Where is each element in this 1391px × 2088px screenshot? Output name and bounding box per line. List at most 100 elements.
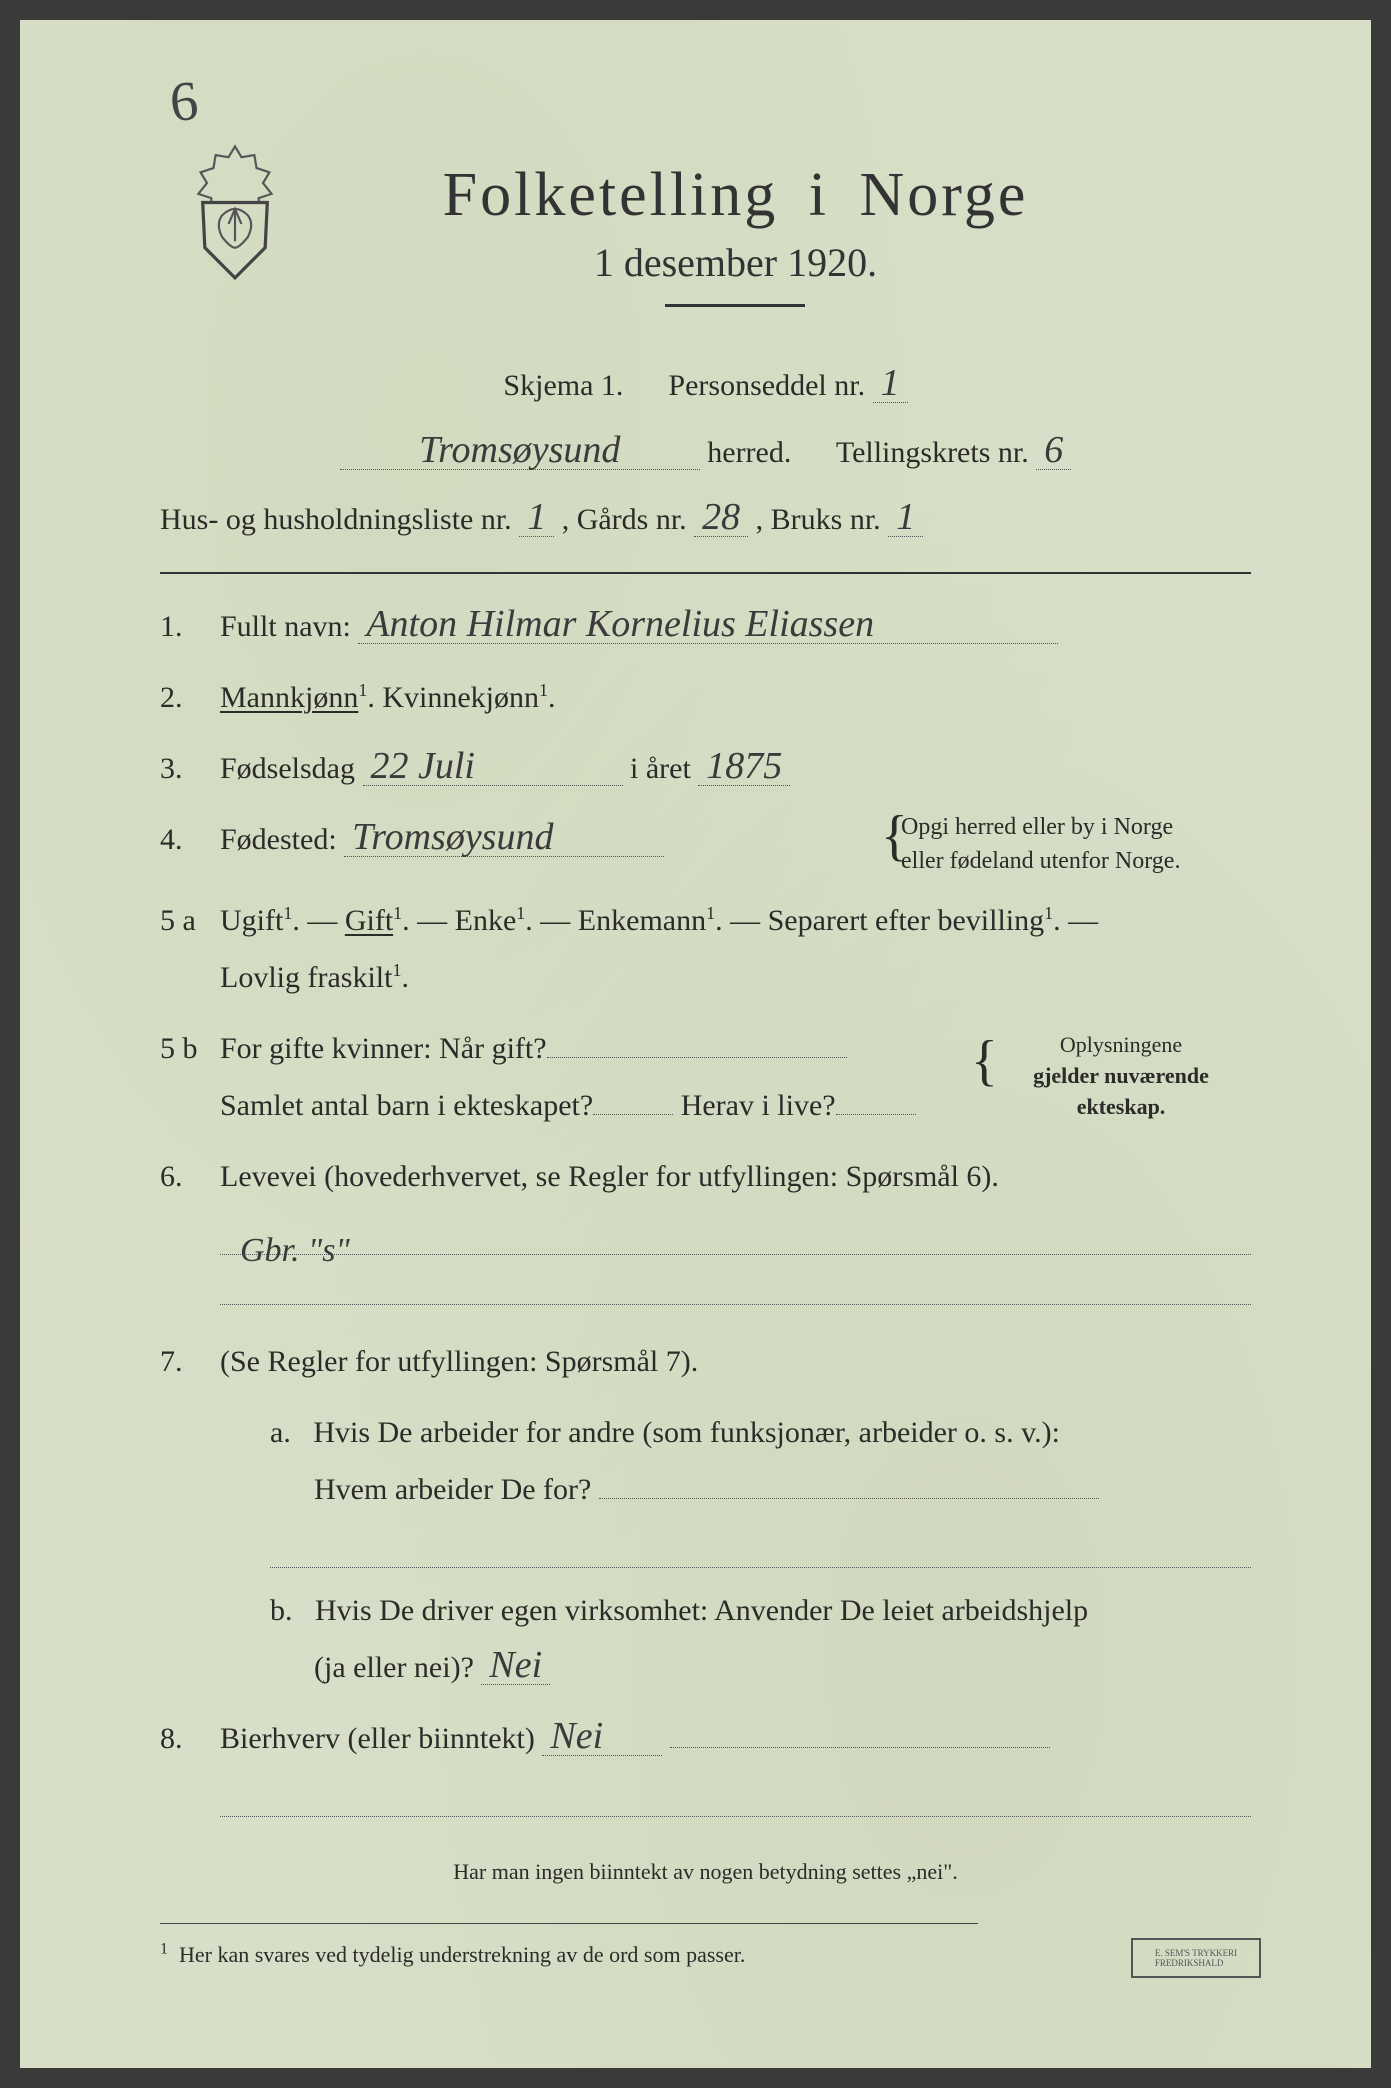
q2-sup1: 1 bbox=[358, 680, 367, 700]
q4-row: 4. { Opgi herred eller by i Norge eller … bbox=[160, 811, 1251, 878]
herred-label: herred. bbox=[707, 436, 791, 469]
q3-row: 3. Fødselsdag 22 Juli i året 1875 bbox=[160, 740, 1251, 797]
q4-note: { Opgi herred eller by i Norge eller fød… bbox=[901, 811, 1251, 878]
q7b-line2: (ja eller nei)? bbox=[270, 1651, 474, 1684]
printer-stamp: E. SEM'S TRYKKERIFREDRIKSHALD bbox=[1131, 1938, 1261, 1978]
q3-label: Fødselsdag bbox=[220, 752, 355, 785]
q7b-line1: Hvis De driver egen virksomhet: Anvender… bbox=[315, 1594, 1088, 1627]
footnote: 1 Her kan svares ved tydelig understrekn… bbox=[160, 1923, 978, 1976]
census-form-page: 6 Folketelling i Norge 1 desember 1920. … bbox=[20, 20, 1371, 2068]
q1-num: 1. bbox=[160, 598, 220, 655]
main-title: Folketelling i Norge bbox=[443, 160, 1029, 231]
q7-label: (Se Regler for utfyllingen: Spørsmål 7). bbox=[220, 1345, 698, 1378]
header: Folketelling i Norge 1 desember 1920. bbox=[160, 160, 1251, 337]
q5b-blank-a bbox=[547, 1057, 847, 1058]
q2-num: 2. bbox=[160, 669, 220, 726]
q6-label: Levevei (hovederhvervet, se Regler for u… bbox=[220, 1160, 999, 1193]
gards-label: , Gårds nr. bbox=[562, 503, 687, 536]
q5a-separert: Separert efter bevilling bbox=[768, 904, 1045, 937]
q5b-label-b: Samlet antal barn i ekteskapet? bbox=[220, 1089, 593, 1122]
q2-row: 2. Mannkjønn1. Kvinnekjønn1. bbox=[160, 669, 1251, 726]
personseddel-value: 1 bbox=[873, 364, 908, 403]
footnote-sup: 1 bbox=[160, 1941, 168, 1958]
q5b-num: 5 b bbox=[160, 1020, 220, 1077]
q5a-enkemann: Enkemann bbox=[578, 904, 706, 937]
q3-year-value: 1875 bbox=[698, 747, 790, 786]
q7-row: 7. (Se Regler for utfyllingen: Spørsmål … bbox=[160, 1333, 1251, 1696]
brace-icon: { bbox=[881, 811, 908, 861]
q8-blank bbox=[670, 1747, 1050, 1748]
q8-num: 8. bbox=[160, 1710, 220, 1767]
q3-day-value: 22 Juli bbox=[363, 747, 623, 786]
divider-top bbox=[160, 572, 1251, 574]
skjema-line: Skjema 1. Personseddel nr. 1 bbox=[160, 357, 1251, 414]
q2-sup2: 1 bbox=[539, 680, 548, 700]
q7a-line2: Hvem arbeider De for? bbox=[270, 1473, 591, 1506]
tellingskrets-value: 6 bbox=[1036, 431, 1071, 470]
q7a-blank bbox=[599, 1498, 1099, 1499]
hus-line: Hus- og husholdningsliste nr. 1 , Gårds … bbox=[160, 491, 1251, 548]
q7b-num: b. bbox=[270, 1594, 293, 1627]
q5b-blank-b bbox=[593, 1114, 673, 1115]
q5a-fraskilt: Lovlig fraskilt bbox=[220, 961, 392, 994]
q4-label: Fødested: bbox=[220, 823, 337, 856]
q3-num: 3. bbox=[160, 740, 220, 797]
q5a-num: 5 a bbox=[160, 892, 220, 949]
q2-female: Kvinnekjønn bbox=[382, 681, 539, 714]
q6-value: Gbr. "s" bbox=[220, 1232, 350, 1269]
q3-year-label: i året bbox=[630, 752, 691, 785]
sup: 1 bbox=[516, 903, 525, 923]
q5a-ugift: Ugift bbox=[220, 904, 283, 937]
brace-icon: { bbox=[971, 1036, 998, 1086]
q4-value: Tromsøysund bbox=[344, 818, 664, 857]
coat-of-arms-icon bbox=[180, 140, 290, 280]
hus-label: Hus- og husholdningsliste nr. bbox=[160, 503, 512, 536]
q7a-blank-2 bbox=[270, 1532, 1251, 1568]
q5a-enke: Enke bbox=[455, 904, 517, 937]
q5b-note-1: Oplysningene bbox=[1060, 1032, 1182, 1057]
q6-answer-line: Gbr. "s" bbox=[220, 1219, 1251, 1255]
title-rule bbox=[665, 304, 805, 307]
q6-row: 6. Levevei (hovederhvervet, se Regler fo… bbox=[160, 1148, 1251, 1319]
q4-num: 4. bbox=[160, 811, 220, 868]
q5a-gift: Gift bbox=[345, 904, 393, 937]
q6-blank-line bbox=[220, 1269, 1251, 1305]
skjema-label: Skjema 1. bbox=[503, 369, 623, 402]
sup: 1 bbox=[392, 960, 401, 980]
q5b-label-a: For gifte kvinner: Når gift? bbox=[220, 1032, 547, 1065]
q7a-line1: Hvis De arbeider for andre (som funksjon… bbox=[313, 1416, 1060, 1449]
sup: 1 bbox=[1044, 903, 1053, 923]
q5b-note: { Oplysningene gjelder nuværende ekteska… bbox=[991, 1030, 1251, 1122]
sup: 1 bbox=[283, 903, 292, 923]
q7a-num: a. bbox=[270, 1416, 291, 1449]
q5a-row: 5 a Ugift1. — Gift1. — Enke1. — Enkemann… bbox=[160, 892, 1251, 1006]
q8-row: 8. Bierhverv (eller biinntekt) Nei bbox=[160, 1710, 1251, 1831]
q5b-label-c: Herav i live? bbox=[681, 1089, 836, 1122]
q8-value: Nei bbox=[542, 1717, 662, 1756]
herred-line: Tromsøysund herred. Tellingskrets nr. 6 bbox=[160, 424, 1251, 481]
tellingskrets-label: Tellingskrets nr. bbox=[836, 436, 1029, 469]
personseddel-label: Personseddel nr. bbox=[668, 369, 865, 402]
subtitle-date: 1 desember 1920. bbox=[443, 239, 1029, 286]
q7-num: 7. bbox=[160, 1333, 220, 1390]
q8-blank-2 bbox=[220, 1781, 1251, 1817]
sup: 1 bbox=[393, 903, 402, 923]
footnote-text: Her kan svares ved tydelig understreknin… bbox=[179, 1942, 745, 1967]
q4-note-line1: Opgi herred eller by i Norge bbox=[901, 814, 1173, 840]
corner-page-number: 6 bbox=[167, 69, 200, 135]
q6-num: 6. bbox=[160, 1148, 220, 1205]
q1-value: Anton Hilmar Kornelius Eliassen bbox=[358, 605, 1058, 644]
form-body: Skjema 1. Personseddel nr. 1 Tromsøysund… bbox=[160, 357, 1251, 1976]
q7b-value: Nei bbox=[481, 1646, 550, 1685]
gards-value: 28 bbox=[694, 498, 748, 537]
q5b-row: 5 b { Oplysningene gjelder nuværende ekt… bbox=[160, 1020, 1251, 1134]
herred-value: Tromsøysund bbox=[340, 431, 700, 470]
q2-male: Mannkjønn bbox=[220, 681, 358, 714]
q5b-blank-c bbox=[836, 1114, 916, 1115]
q1-label: Fullt navn: bbox=[220, 610, 351, 643]
nei-caption: Har man ingen biinntekt av nogen betydni… bbox=[160, 1851, 1251, 1893]
q4-note-line2: eller fødeland utenfor Norge. bbox=[901, 848, 1180, 874]
bruks-label: , Bruks nr. bbox=[756, 503, 881, 536]
sup: 1 bbox=[706, 903, 715, 923]
q1-row: 1. Fullt navn: Anton Hilmar Kornelius El… bbox=[160, 598, 1251, 655]
